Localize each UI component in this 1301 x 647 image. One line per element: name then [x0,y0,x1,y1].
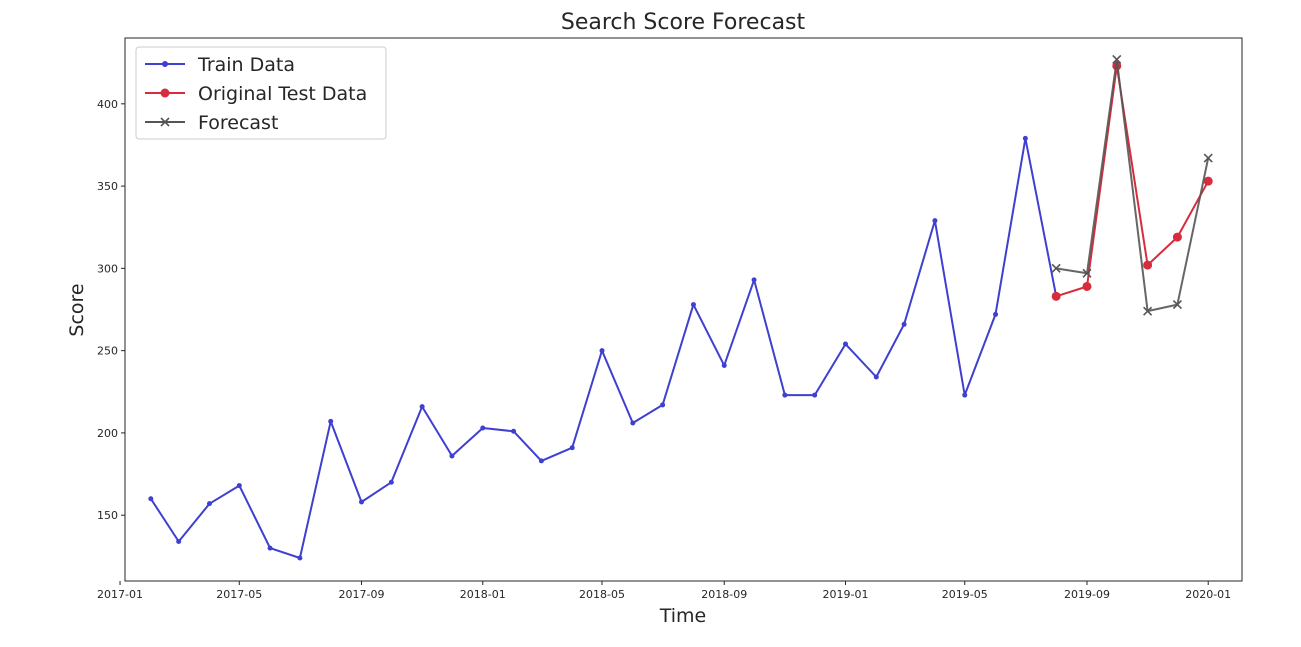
data-point-original-test-data [1203,176,1213,186]
data-point-train-data [630,420,636,426]
series-line-forecast [1056,58,1210,313]
data-point-train-data [721,362,727,368]
y-tick-label: 200 [97,427,118,440]
data-point-forecast [1143,306,1153,316]
data-point-train-data [690,302,696,308]
legend-item-train-data: Train Data [145,54,295,76]
data-point-train-data [842,341,848,347]
legend-box [135,46,387,140]
data-point-train-data [297,555,303,561]
data-point-train-data [538,458,544,464]
data-point-train-data [993,311,999,317]
data-point-train-data [782,392,788,398]
series-line-train-data [149,137,1058,559]
x-tick-label: 2017-05 [216,588,262,601]
y-tick-label: 350 [97,180,118,193]
data-point-train-data [388,479,394,485]
data-point-train-data [148,496,154,502]
y-tick-label: 250 [97,345,118,358]
data-point-forecast [1082,268,1092,278]
y-tick-label: 400 [97,98,118,111]
data-point-train-data [962,392,968,398]
data-point-original-test-data [1172,232,1182,242]
data-point-train-data [511,428,517,434]
chart-title: Search Score Forecast [561,10,806,35]
legend-item-original-test-data: Original Test Data [145,83,367,105]
x-tick-label: 2017-09 [339,588,385,601]
series-layer [148,54,1213,561]
x-tick-label: 2018-09 [701,588,747,601]
x-tick-label: 2018-01 [460,588,506,601]
y-tick-label: 300 [97,262,118,275]
x-tick-label: 2018-05 [579,588,625,601]
data-point-train-data [660,402,666,408]
legend-marker-original-test-data [160,88,170,98]
plot-frame [124,37,1243,582]
series-line-original-test-data [1055,65,1210,298]
data-point-train-data [599,348,605,354]
y-axis-label: Score [66,283,88,336]
data-point-train-data [751,277,757,283]
legend-marker-forecast [160,117,170,127]
legend-marker-train-data [162,61,168,67]
legend-label-original-test-data: Original Test Data [198,83,367,105]
data-point-train-data [449,453,455,459]
data-point-train-data [873,374,879,380]
data-point-train-data [176,539,182,545]
data-point-original-test-data [1143,260,1153,270]
y-axis: 150 200 250 300 350 400 [97,98,125,522]
x-tick-label: 2019-01 [823,588,869,601]
data-point-train-data [569,445,575,451]
data-point-train-data [267,545,273,551]
data-point-train-data [480,425,486,431]
data-point-forecast [1172,299,1182,310]
data-point-train-data [812,392,818,398]
x-tick-label: 2020-01 [1185,588,1231,601]
x-tick-label: 2019-05 [942,588,988,601]
x-tick-label: 2017-01 [97,588,143,601]
y-tick-label: 150 [97,509,118,522]
data-point-forecast [1203,153,1213,163]
data-point-train-data [236,483,242,489]
data-point-train-data [206,501,212,507]
legend-item-forecast: Forecast [145,112,278,134]
x-axis-label: Time [659,605,707,627]
data-point-train-data [1022,135,1028,141]
data-point-forecast [1051,263,1061,273]
data-point-original-test-data [1082,281,1092,291]
data-point-original-test-data [1051,291,1061,301]
data-point-train-data [901,321,907,327]
data-point-train-data [328,418,334,424]
x-tick-label: 2019-09 [1064,588,1110,601]
legend-label-train-data: Train Data [197,54,295,76]
legend: Train Data Original Test Data Forecast [135,46,387,140]
data-point-train-data [419,404,425,410]
x-axis: 2017-01 2017-05 2017-09 2018-01 2018-05 2018-… [97,581,1231,601]
series-forecast [1051,54,1213,316]
data-point-train-data [359,499,365,505]
legend-label-forecast: Forecast [198,112,278,134]
series-train-data [148,135,1059,561]
data-point-forecast [1112,54,1122,64]
data-point-train-data [932,218,938,224]
